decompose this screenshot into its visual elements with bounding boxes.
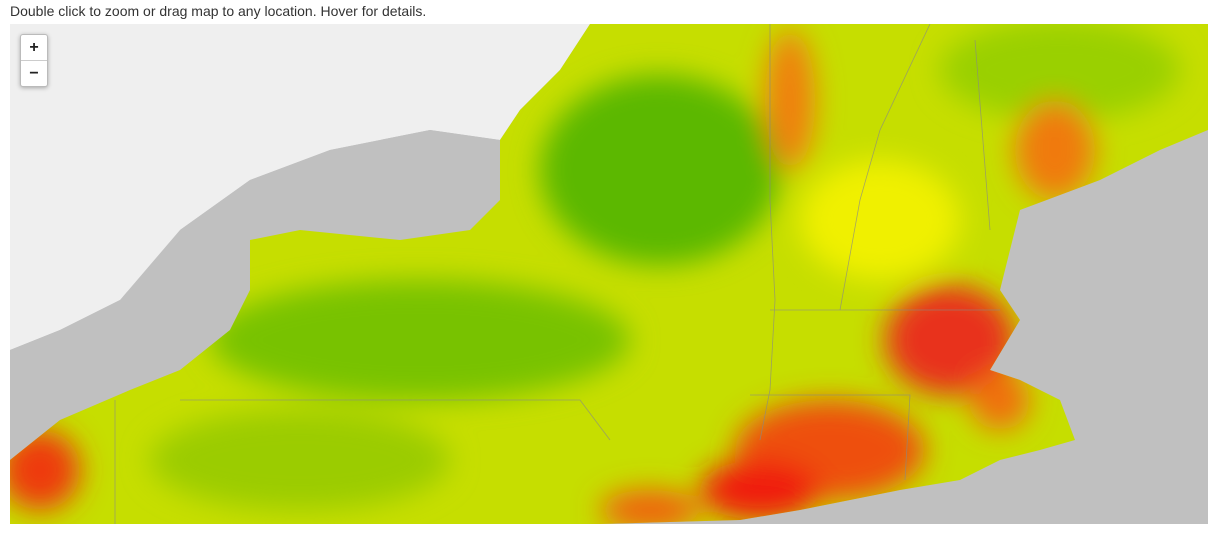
map[interactable] (10, 24, 1208, 524)
zoom-control: + − (20, 34, 48, 87)
instruction-text: Double click to zoom or drag map to any … (10, 3, 427, 19)
lake-erie (10, 300, 180, 460)
canada-land (10, 24, 590, 350)
zoom-out-button[interactable]: − (21, 60, 47, 86)
zoom-in-button[interactable]: + (29, 39, 39, 56)
lake-ontario (130, 130, 500, 330)
